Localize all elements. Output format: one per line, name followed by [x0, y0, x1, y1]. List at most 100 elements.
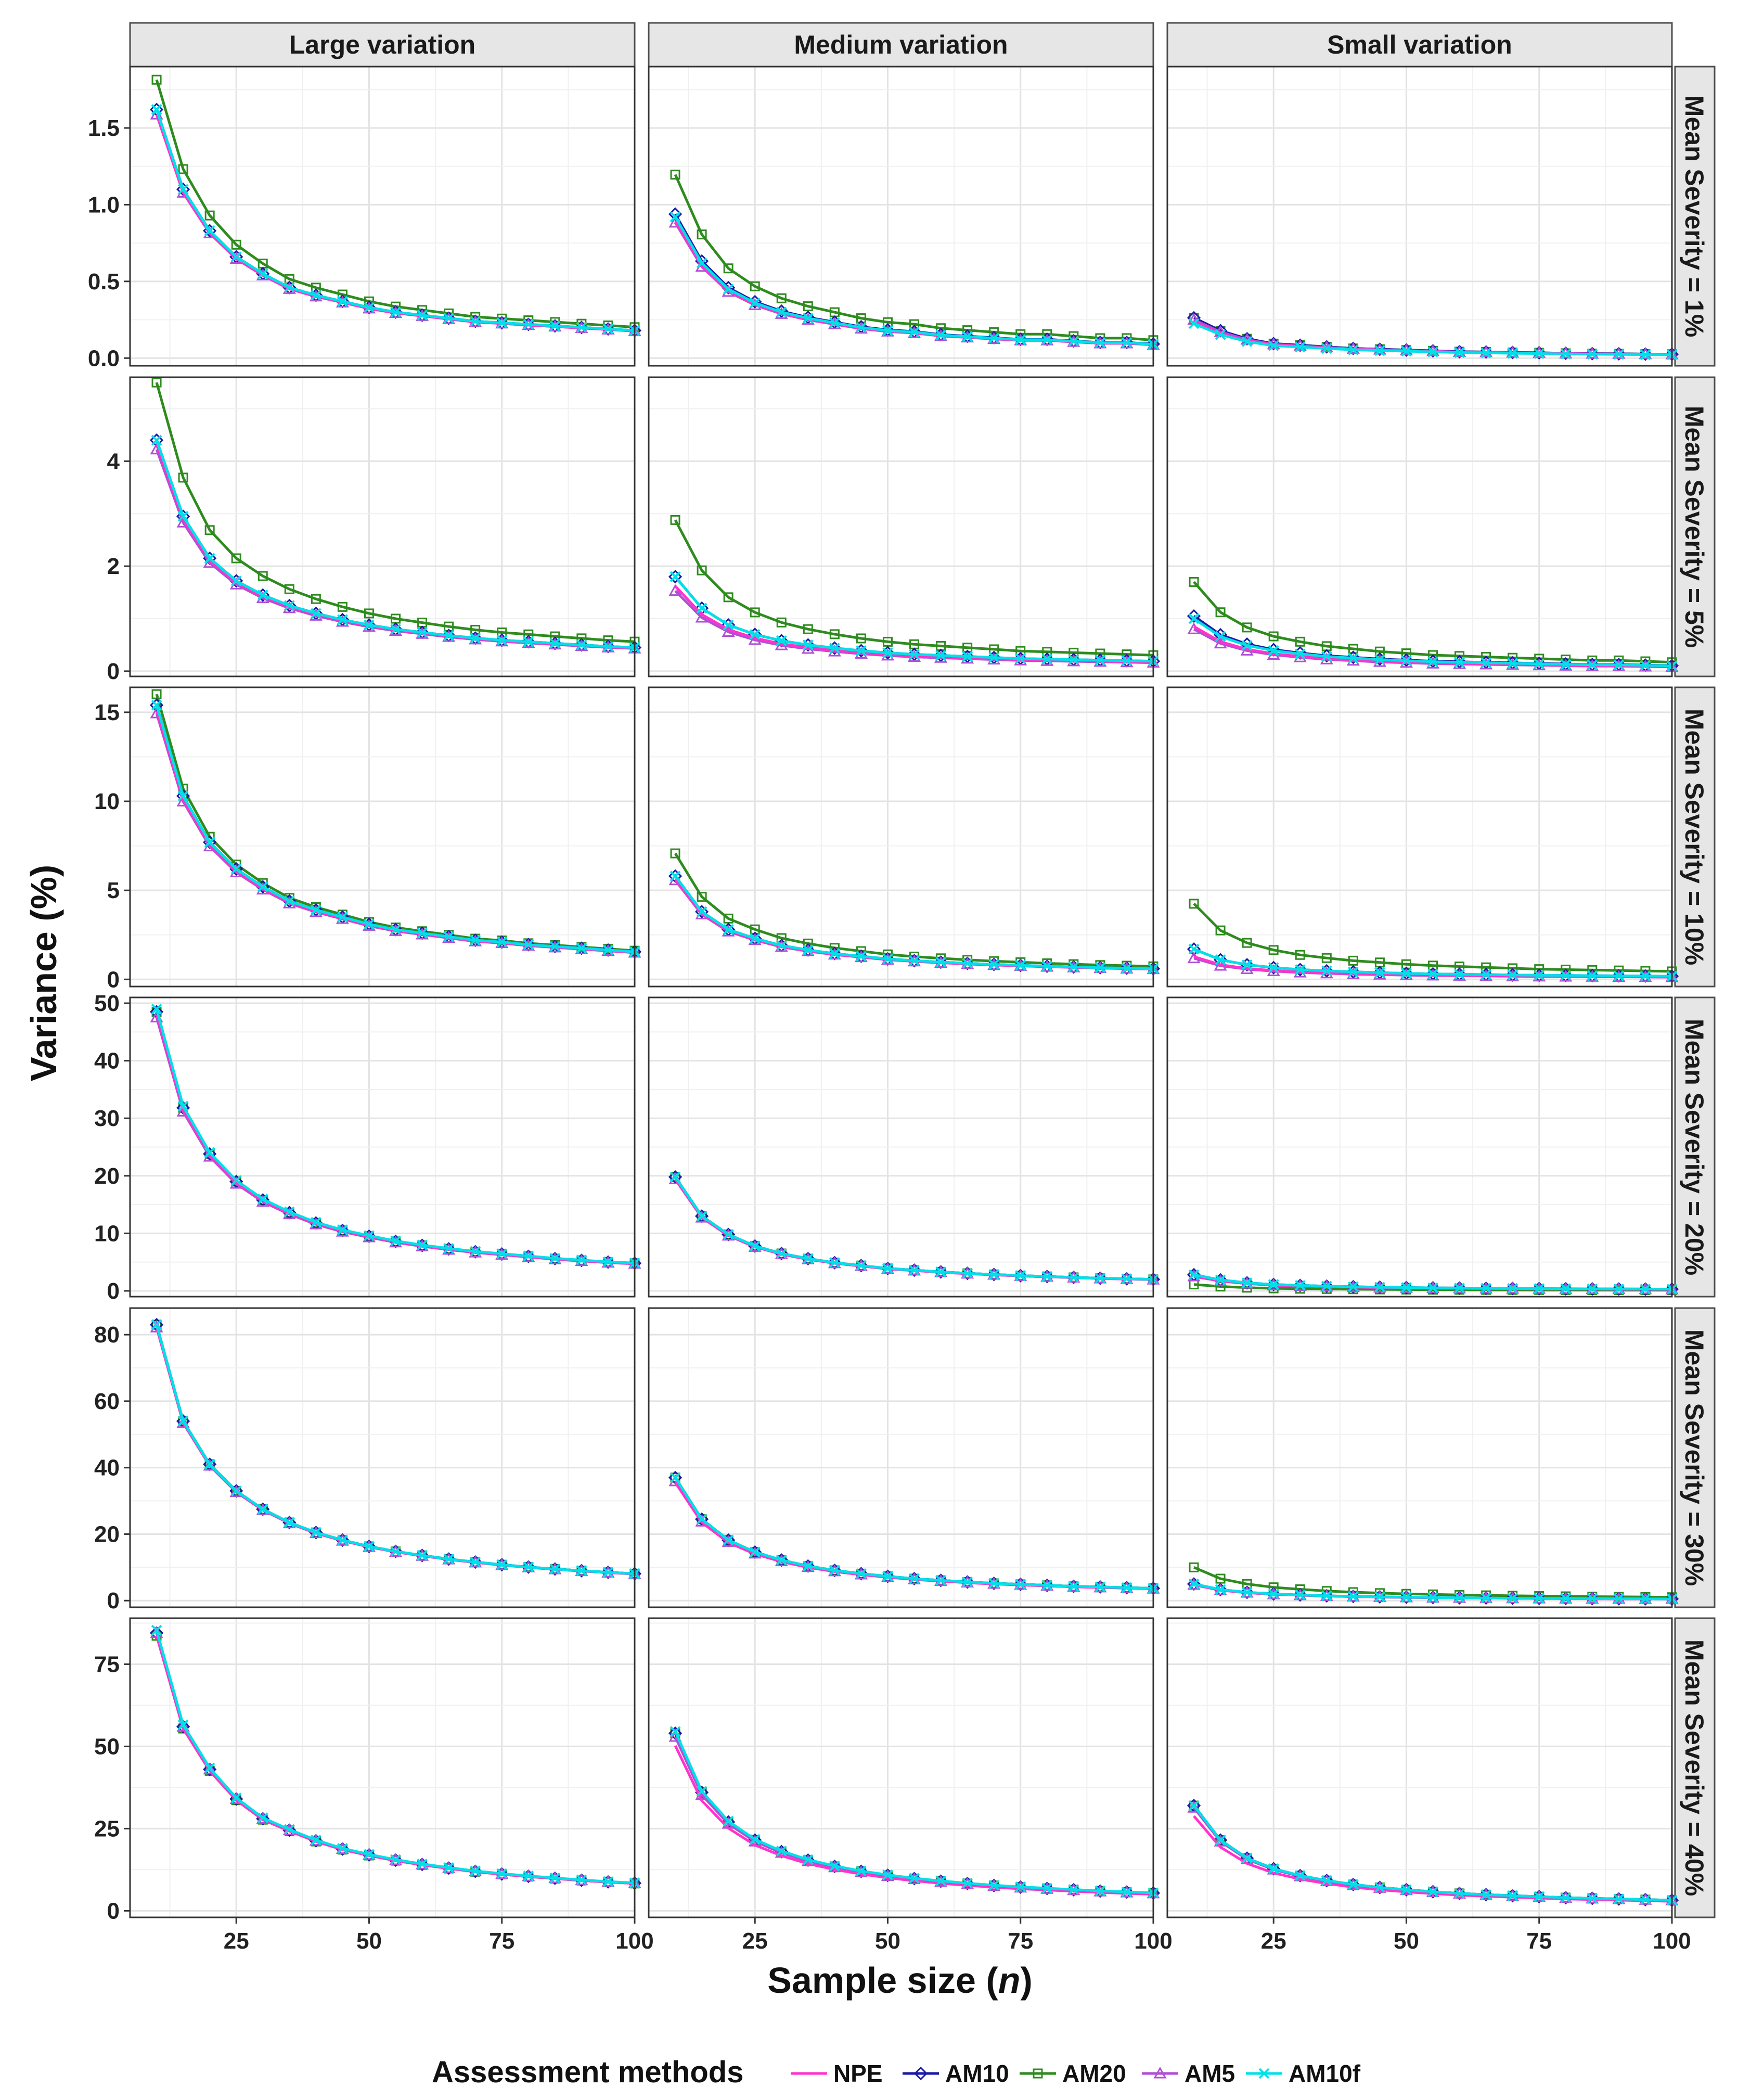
- data-point-am10: [987, 1576, 1001, 1591]
- data-point-am20: [178, 472, 188, 483]
- y-tick-label: 10: [94, 789, 120, 814]
- panel-r4-c2: [1166, 1307, 1679, 1608]
- data-point-am10: [1240, 1585, 1254, 1599]
- data-point-am10: [1399, 1590, 1413, 1604]
- data-point-am10f: [1188, 1800, 1200, 1811]
- data-point-am10: [415, 1548, 429, 1563]
- data-point-am10f: [776, 306, 787, 318]
- data-point-am10f: [1121, 337, 1132, 349]
- data-point-am10f: [390, 1546, 401, 1557]
- data-point-am20: [1348, 644, 1358, 654]
- panel-r0-c2: [1166, 66, 1679, 367]
- y-tick-label: 1.0: [88, 192, 120, 217]
- data-point-am10: [1293, 963, 1307, 977]
- data-point-am10f: [1507, 1283, 1518, 1294]
- data-point-am10f: [802, 1560, 814, 1572]
- data-point-am10: [1013, 1880, 1027, 1894]
- data-point-am10f: [151, 699, 162, 711]
- data-point-am10f: [988, 332, 1000, 344]
- data-point-am10f: [935, 1266, 946, 1277]
- data-point-am10f: [310, 289, 321, 301]
- data-point-am10f: [602, 944, 614, 956]
- data-point-am10f: [1068, 1884, 1079, 1895]
- series-line-npe: [674, 1745, 1154, 1896]
- data-point-am10: [1066, 1579, 1080, 1593]
- data-point-am10f: [230, 1485, 242, 1496]
- data-point-am10f: [443, 931, 455, 942]
- data-point-am10f: [723, 1815, 734, 1827]
- data-point-am10f: [670, 1726, 681, 1737]
- panel-background: [130, 1308, 635, 1607]
- data-point-am10f: [723, 619, 734, 631]
- data-point-am10: [1293, 1588, 1307, 1602]
- data-point-am10f: [1374, 654, 1385, 665]
- data-point-am10: [521, 1560, 535, 1574]
- data-point-am10f: [1640, 1283, 1651, 1295]
- x-tick-label: 100: [615, 1928, 653, 1954]
- series-am10f: [151, 104, 640, 336]
- data-point-am10: [1479, 1281, 1493, 1296]
- data-point-am10f: [988, 959, 1000, 970]
- data-point-am10f: [988, 1578, 1000, 1589]
- data-point-am10: [1638, 1282, 1653, 1296]
- data-point-am10f: [177, 790, 189, 802]
- data-point-am10f: [390, 1235, 401, 1247]
- data-point-am10f: [1015, 959, 1026, 971]
- data-point-am10f: [909, 326, 920, 338]
- data-point-am10f: [1560, 659, 1572, 670]
- data-point-am10f: [230, 1175, 242, 1186]
- data-point-am10f: [549, 1252, 561, 1264]
- panel-border: [129, 376, 636, 677]
- legend-title: Assessment methods: [432, 2055, 744, 2089]
- data-point-am10: [574, 1253, 589, 1267]
- row-strip-4: [1674, 1307, 1716, 1608]
- data-point-am10f: [1534, 1283, 1545, 1294]
- data-point-am10f: [749, 1240, 761, 1252]
- data-point-am10: [1320, 964, 1334, 978]
- data-point-am10f: [310, 608, 321, 619]
- panel-gridlines: [649, 997, 1154, 1297]
- data-point-am10f: [776, 635, 787, 646]
- data-point-am10f: [1188, 318, 1200, 329]
- data-point-am10f: [1587, 349, 1598, 360]
- data-point-am10: [828, 641, 842, 655]
- data-point-am10: [1426, 1591, 1440, 1605]
- data-point-am10f: [1427, 346, 1438, 357]
- data-point-am10f: [310, 1217, 321, 1228]
- data-point-am10f: [417, 1550, 428, 1561]
- data-point-am10: [1093, 1884, 1108, 1898]
- panel-r3-c2: [1166, 996, 1679, 1298]
- data-point-am10f: [177, 184, 189, 195]
- data-point-am10f: [443, 630, 455, 641]
- data-point-am10f: [523, 1250, 534, 1262]
- data-point-am10: [1040, 959, 1054, 974]
- panel-background: [649, 377, 1153, 676]
- panel-background: [649, 1308, 1153, 1607]
- data-point-am10: [1532, 1282, 1546, 1296]
- data-point-am10f: [1294, 1870, 1306, 1881]
- data-point-am10f: [1507, 1890, 1518, 1901]
- data-point-am10f: [204, 1458, 215, 1470]
- data-point-am10f: [443, 1862, 455, 1873]
- series-am20: [151, 377, 640, 647]
- data-point-am10: [1119, 1272, 1134, 1286]
- data-point-am10: [960, 1266, 974, 1281]
- data-point-am10f: [1268, 645, 1279, 656]
- data-point-am10: [1320, 1279, 1334, 1293]
- legend-key-marker-am5: [1153, 2066, 1167, 2079]
- data-point-am10f: [1095, 1885, 1106, 1897]
- data-point-am10f: [962, 651, 973, 662]
- data-point-am10: [1293, 1278, 1307, 1292]
- data-point-am10f: [1613, 1593, 1625, 1604]
- data-point-am20: [1189, 1562, 1199, 1572]
- data-point-am10f: [670, 211, 681, 223]
- row-strip-1: [1674, 376, 1716, 677]
- data-point-am10f: [310, 904, 321, 916]
- data-point-am10: [521, 317, 535, 331]
- legend-label: AM5: [1185, 2060, 1235, 2087]
- column-strip-label: Small variation: [1327, 30, 1512, 59]
- series-am10f: [151, 1319, 640, 1579]
- data-point-am10f: [337, 296, 348, 307]
- data-point-am10f: [1454, 657, 1465, 668]
- data-point-am10f: [230, 251, 242, 263]
